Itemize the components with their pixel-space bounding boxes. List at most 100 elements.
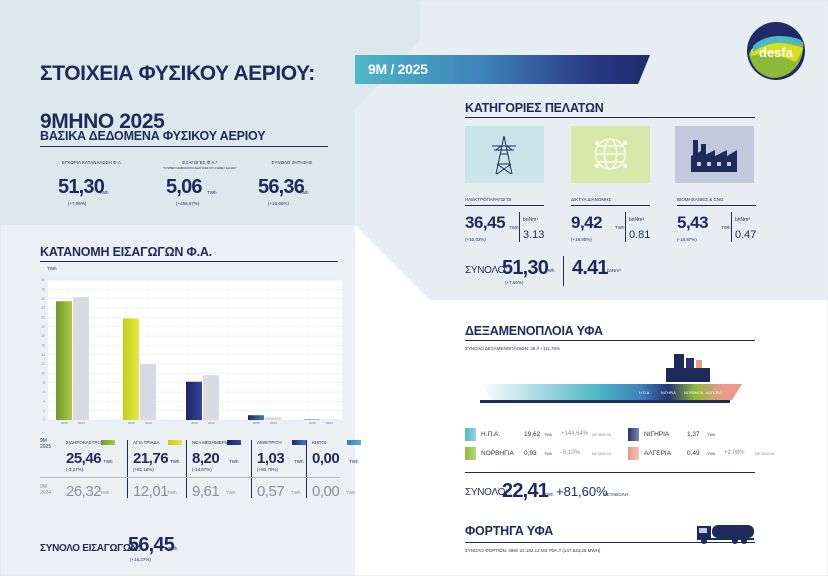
import-point-separator	[127, 440, 128, 498]
customer-separator	[519, 212, 520, 242]
chart-bar-2025	[123, 318, 139, 420]
import-point-change: (+81,18%)	[133, 467, 154, 472]
trucks-title: ΦΟΡΤΗΓΑ ΥΦΑ	[465, 524, 554, 538]
lng-country-change: +144,64%	[561, 431, 589, 437]
title-line-1: ΣΤΟΙΧΕΙΑ ΦΥΣΙΚΟΥ ΑΕΡΙΟΥ:	[40, 62, 315, 85]
customers-total-unit: TWh	[545, 268, 555, 273]
customer-change: (+10,02%)	[465, 237, 486, 242]
basic-data-rule	[40, 146, 328, 147]
lng-title: ΔΕΞΑΜΕΝΟΠΛΟΙΑ ΥΦΑ	[465, 324, 603, 338]
trucks-subtitle: ΣΥΝΟΛΟ ΦΟΡΤΙΩΝ: 496// 22.182,12 M3 ΥΦΑ /…	[465, 548, 601, 553]
chart-bar-2024	[321, 419, 337, 420]
import-point-prev-unit: TWh	[226, 490, 236, 495]
customers-total-value: 51,30	[502, 257, 549, 279]
chart-bar-2024	[140, 363, 156, 420]
customer-value: 5,43	[677, 213, 709, 232]
customer-value: 9,42	[571, 213, 603, 232]
factory-icon	[675, 126, 754, 183]
chart-bar-2025	[186, 381, 202, 420]
import-point-change: (+80,70%)	[257, 467, 278, 472]
chart-ytick-label: 30	[41, 278, 45, 282]
power-pylon-icon	[465, 126, 544, 183]
lng-country-value: 0,49	[687, 450, 700, 457]
customer-bnm-label: bnNm³	[629, 217, 645, 223]
chart-ytick-label: 12	[41, 362, 45, 366]
chart-ytick-label: 18	[41, 334, 45, 338]
period-label: 9M / 2025	[368, 61, 428, 77]
customer-change: (+18,85%)	[571, 237, 592, 242]
import-point-swatch	[101, 440, 115, 445]
import-point-prev-value: 9,61	[192, 483, 220, 500]
lng-total-label: ΣΥΝΟΛΟ:	[465, 487, 508, 498]
chart-bar-year-label: 2025	[128, 421, 135, 425]
chart-bar-year-label: 2024	[326, 421, 333, 425]
import-point-unit: TWh	[229, 459, 239, 464]
trucks-rule	[465, 542, 755, 543]
import-point-unit: TWh	[294, 459, 304, 464]
chart-bar-year-label: 2024	[270, 421, 277, 425]
import-point-swatch	[292, 440, 306, 445]
chart-ytick-label: 8	[43, 381, 45, 385]
lng-total-value: 22,41	[502, 480, 549, 502]
lng-country-unit: TWh	[707, 452, 716, 456]
lng-country-unit: TWh	[544, 452, 553, 456]
basic-item-note: *ΣΥΜΠΕΡΙΛΑΜΒΑΝΟΝΤΑΙ ΕΞΑΓΩΓΕΣ ΣΤΟ ΣΗΜΕΙΟ …	[163, 167, 237, 170]
chart-ytick-label: 24	[41, 306, 45, 310]
customer-change: (-16,97%)	[677, 237, 697, 242]
import-point-prev-unit: TWh	[167, 490, 177, 495]
basic-item-unit: TWh	[99, 190, 109, 195]
import-point-name: ΝΕΑ ΜΕΣΗΜΒΡΙΑ	[192, 440, 230, 445]
customer-label: ΗΛΕΚΤΡΟΠΑΡΑΓΩΓΟΙ	[465, 197, 512, 202]
row-label-2024-b: 2024	[40, 490, 52, 496]
customers-total-change: (+7,66%)	[505, 280, 524, 285]
lng-ship-illustration	[480, 354, 742, 403]
page-title: ΣΤΟΙΧΕΙΑ ΦΥΣΙΚΟΥ ΑΕΡΙΟΥ: 9ΜΗΝΟ 2025	[40, 38, 315, 158]
ship-country-label: ΝΙΓΗΡΙΑ	[661, 391, 676, 395]
import-point-swatch	[347, 440, 361, 445]
lng-country-change: -5,10%	[561, 450, 581, 456]
imports-total-label: ΣΥΝΟΛΟ ΕΙΣΑΓΩΓΩΝ:	[40, 543, 141, 554]
import-point-value: 1,03	[257, 450, 285, 467]
lng-country-value: 1,37	[687, 431, 700, 438]
import-point-value: 0,00	[312, 450, 340, 467]
chart-ytick-label: 28	[41, 288, 45, 292]
chart-ytick-label: 2	[43, 409, 45, 413]
customers-total-bnm: 4.41	[572, 257, 609, 279]
customer-bnm-value: 3.13	[523, 229, 545, 241]
import-point-prev-unit: TWh	[291, 490, 301, 495]
chart-ytick-label: 22	[41, 316, 45, 320]
row-label-2024: 9M 2024	[40, 484, 51, 496]
row-label-2024-a: 9M	[40, 484, 47, 490]
ship-country-label: ΝΟΡΒΗΓΙΑ	[684, 391, 704, 395]
basic-item-label: ΕΓΧΩΡΙΑ ΚΑΤΑΝΑΛΩΣΗ Φ.Α.	[61, 160, 123, 165]
lng-rule	[465, 340, 755, 341]
logo-text: desfa	[759, 45, 794, 60]
chart-bar-year-label: 2025	[253, 421, 260, 425]
basic-item-change: (+7,66%)	[68, 201, 87, 206]
basic-item-change: (+16,66%)	[268, 201, 289, 206]
lng-country-change-note: ΜΕΤΑΒΟΛΗ	[755, 452, 775, 456]
chart-ytick-label: 10	[41, 372, 45, 376]
chart-ytick-label: 20	[41, 325, 45, 329]
customers-rule	[465, 117, 755, 118]
import-point-swatch	[227, 440, 241, 445]
lng-country-swatch	[465, 447, 476, 460]
customer-separator	[625, 212, 626, 242]
basic-item-unit: TWh	[299, 190, 309, 195]
basic-item-value: 56,36	[258, 176, 305, 198]
lng-country-name: ΑΛΓΕΡΙΑ	[644, 450, 672, 457]
lng-country-name: ΝΟΡΒΗΓΙΑ	[481, 450, 514, 457]
title-line-2: 9ΜΗΝΟ 2025	[40, 110, 165, 133]
customer-label: ΔΙΚΤΥΑ ΔΙΑΝΟΜΗΣ	[571, 197, 612, 202]
lng-total-change-note: ΜΕΤΑΒΟΛΗ	[603, 492, 628, 497]
customer-rule	[465, 205, 544, 206]
chart-bar-2025	[248, 415, 264, 420]
lng-country-change-note: ΜΕΤΑΒΟΛΗ	[592, 452, 612, 456]
imports-chart-ylabel: TWh	[47, 266, 57, 271]
import-point-separator	[251, 440, 252, 498]
customer-rule	[571, 205, 650, 206]
lng-country-value: 0,93	[524, 450, 537, 457]
lng-total-change: +81,60%	[556, 484, 608, 499]
row-label-2025-a: 9M	[40, 438, 47, 444]
